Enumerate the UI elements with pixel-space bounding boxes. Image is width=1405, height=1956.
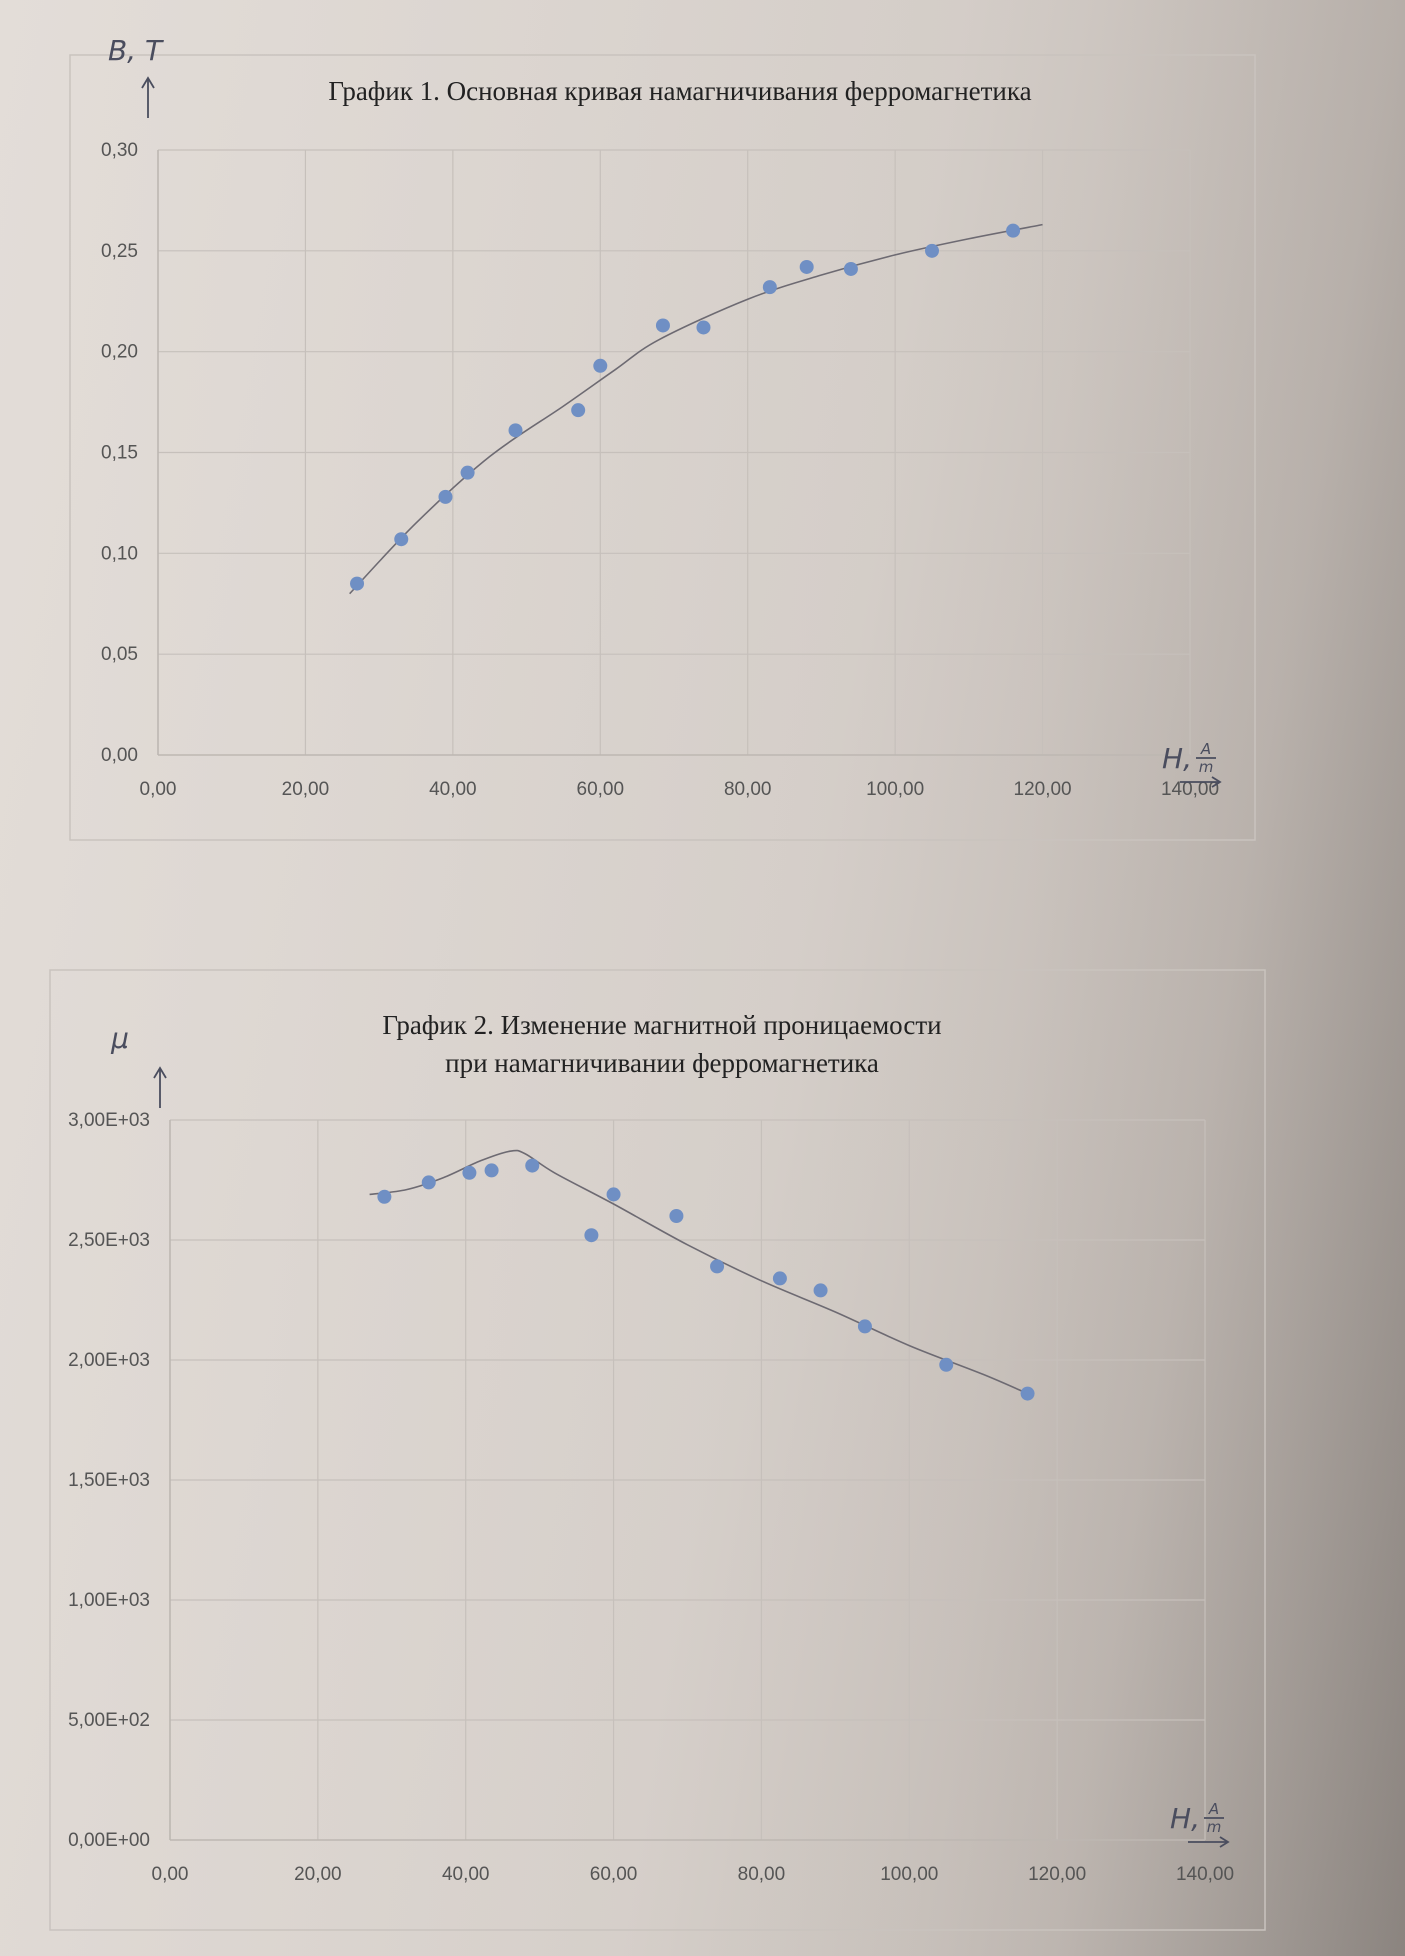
x-tick-label: 60,00 bbox=[590, 1864, 638, 1885]
x-tick-label: 80,00 bbox=[738, 1864, 786, 1885]
chart-magnetization-curve: 0,00 20,00 40,00 60,00 80,00 100,00 120,00 140,… bbox=[69, 34, 1256, 841]
x-tick-label: 0,00 bbox=[140, 779, 177, 800]
y-tick-label: 0,00E+00 bbox=[68, 1830, 150, 1851]
x-tick-label: 100,00 bbox=[866, 779, 924, 800]
chart-title: График 1. Основная кривая намагничивания… bbox=[328, 76, 1031, 106]
data-point bbox=[438, 489, 453, 504]
data-point bbox=[606, 1187, 621, 1202]
data-point bbox=[772, 1271, 787, 1286]
y-tick-label: 0,25 bbox=[101, 241, 138, 262]
data-point bbox=[857, 1319, 872, 1334]
y-tick-label: 3,00E+03 bbox=[68, 1110, 150, 1131]
x-tick-label: 140,00 bbox=[1176, 1864, 1234, 1885]
x-tick-label: 100,00 bbox=[880, 1864, 938, 1885]
data-point bbox=[696, 320, 711, 335]
data-point bbox=[762, 280, 777, 295]
y-axis-arrowhead bbox=[141, 76, 155, 89]
y-tick-label: 2,50E+03 bbox=[68, 1230, 150, 1251]
chart-permeability: 0,00 20,00 40,00 60,00 80,00 100,00 120,00 140,… bbox=[49, 969, 1266, 1931]
x-tick-label: 0,00 bbox=[152, 1864, 189, 1885]
data-point bbox=[421, 1175, 436, 1190]
y-tick-label: 1,50E+03 bbox=[68, 1470, 150, 1491]
x-tick-label: 80,00 bbox=[724, 779, 772, 800]
data-point bbox=[813, 1283, 828, 1298]
trendline bbox=[349, 223, 1043, 595]
y-tick-label: 2,00E+03 bbox=[68, 1350, 150, 1371]
data-point bbox=[799, 259, 814, 274]
y-tick-label: 0,20 bbox=[101, 342, 138, 363]
y-tick-label: 0,00 bbox=[101, 745, 138, 766]
data-point bbox=[1006, 223, 1021, 238]
x-tick-label: 40,00 bbox=[442, 1864, 490, 1885]
x-tick-label: 20,00 bbox=[282, 779, 330, 800]
x-tick-label: 120,00 bbox=[1014, 779, 1072, 800]
data-point bbox=[584, 1228, 599, 1243]
chart-title: График 2. Изменение магнитной проницаемо… bbox=[382, 1010, 941, 1040]
data-point bbox=[484, 1163, 499, 1178]
data-point bbox=[939, 1357, 954, 1372]
x-tick-label: 60,00 bbox=[577, 779, 625, 800]
y-tick-label: 0,05 bbox=[101, 644, 138, 665]
x-axis-unit-denominator: m bbox=[1199, 758, 1214, 776]
chart-title-line2: при намагничивании ферромагнетика bbox=[445, 1048, 879, 1078]
x-axis-unit-denominator: m bbox=[1207, 1818, 1222, 1836]
data-point bbox=[525, 1158, 540, 1173]
data-point bbox=[710, 1259, 725, 1274]
data-point bbox=[377, 1189, 392, 1204]
y-tick-label: 5,00E+02 bbox=[68, 1710, 150, 1731]
data-point bbox=[462, 1165, 477, 1180]
data-point bbox=[571, 403, 586, 418]
y-axis-label: μ bbox=[110, 1022, 129, 1055]
x-axis-unit-numerator: A bbox=[1208, 1800, 1219, 1818]
y-tick-label: 0,10 bbox=[101, 543, 138, 564]
y-tick-label: 0,15 bbox=[101, 443, 138, 464]
data-point bbox=[350, 576, 365, 591]
x-tick-label: 40,00 bbox=[429, 779, 477, 800]
data-point bbox=[394, 532, 409, 547]
x-tick-label: 140,00 bbox=[1161, 779, 1219, 800]
x-axis-unit-numerator: A bbox=[1200, 740, 1211, 758]
data-point bbox=[925, 243, 939, 258]
y-tick-label: 1,00E+03 bbox=[68, 1590, 150, 1611]
data-point bbox=[843, 261, 858, 276]
data-point bbox=[508, 423, 523, 438]
y-axis-arrowhead bbox=[153, 1066, 167, 1079]
data-point bbox=[593, 358, 608, 373]
data-point bbox=[669, 1209, 684, 1223]
x-axis-arrowhead bbox=[1219, 1836, 1230, 1848]
x-axis-label: H, bbox=[1170, 1802, 1200, 1835]
x-tick-label: 20,00 bbox=[294, 1864, 342, 1885]
data-point bbox=[1020, 1386, 1035, 1401]
x-axis-arrowhead bbox=[1211, 776, 1222, 788]
trendline bbox=[369, 1149, 1028, 1395]
chart-frame bbox=[69, 54, 1256, 841]
data-point bbox=[460, 465, 475, 480]
y-tick-label: 0,30 bbox=[101, 140, 138, 161]
x-tick-label: 120,00 bbox=[1028, 1864, 1086, 1885]
chart-frame bbox=[49, 969, 1266, 1931]
data-point bbox=[655, 318, 670, 333]
x-axis-label: H, bbox=[1162, 742, 1192, 775]
y-axis-label: B, T bbox=[108, 34, 164, 67]
